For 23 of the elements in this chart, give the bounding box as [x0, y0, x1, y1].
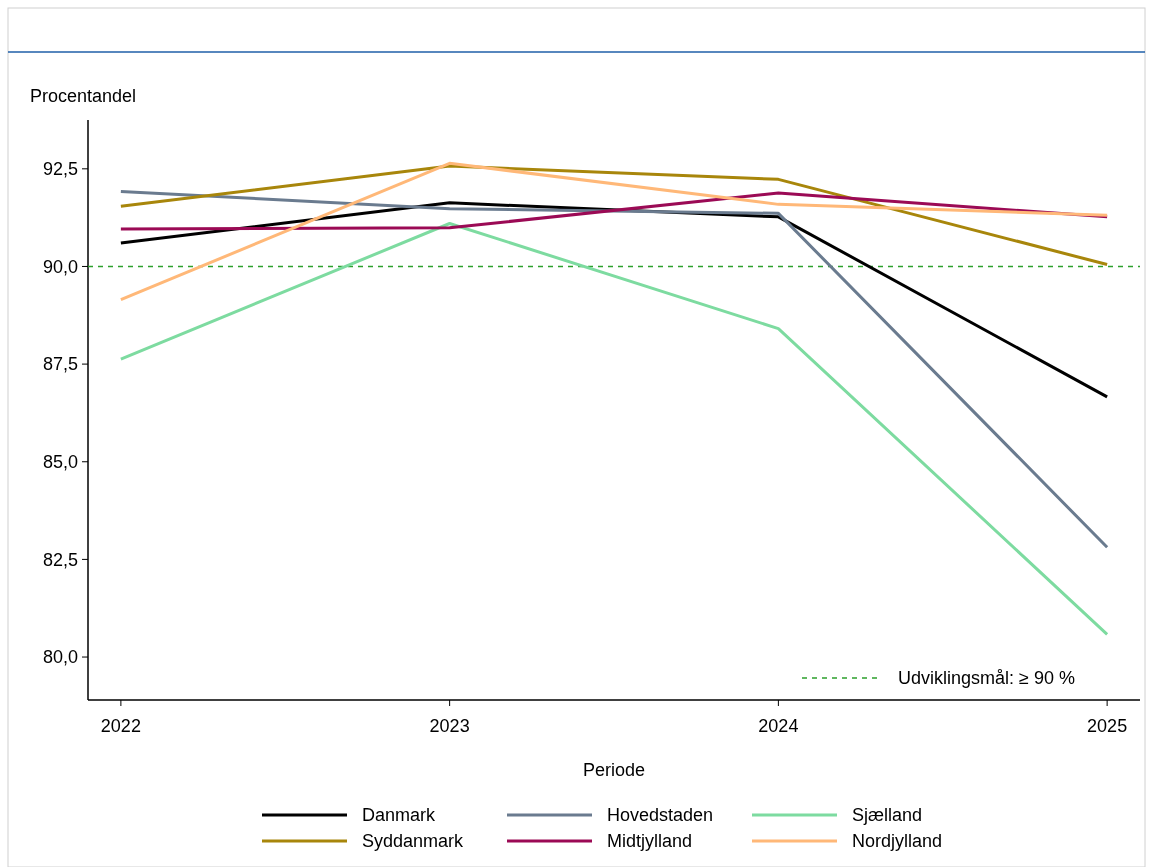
legend-label: Danmark	[362, 805, 437, 826]
legend-label: Hovedstaden	[607, 805, 714, 826]
y-tick-label: 82,5	[42, 549, 78, 570]
legend-label: Midtjylland	[607, 831, 693, 852]
line-series	[119, 222, 1109, 636]
y-tick-label: 80,0	[42, 647, 78, 668]
legend-label: Nordjylland	[852, 831, 943, 852]
legend-label: Udviklingsmål: ≥ 90 %	[898, 668, 1075, 689]
y-tick-label: 92,5	[42, 159, 78, 180]
x-tick-label: 2024	[758, 716, 799, 736]
x-tick-label: 2022	[100, 716, 141, 736]
legend-label: Sjælland	[852, 805, 923, 826]
x-tick-label: 2025	[1087, 716, 1128, 736]
y-tick-label: 90,0	[42, 256, 78, 277]
x-axis-title: Periode	[582, 760, 646, 780]
x-tick-label: 2023	[429, 716, 470, 736]
line-series	[119, 161, 1109, 302]
line-series	[119, 189, 1109, 549]
line-series	[119, 164, 1109, 267]
y-axis-title: Procentandel	[30, 86, 137, 106]
y-tick-label: 85,0	[42, 452, 78, 473]
legend-label: Syddanmark	[362, 831, 465, 852]
y-tick-label: 87,5	[42, 354, 78, 375]
